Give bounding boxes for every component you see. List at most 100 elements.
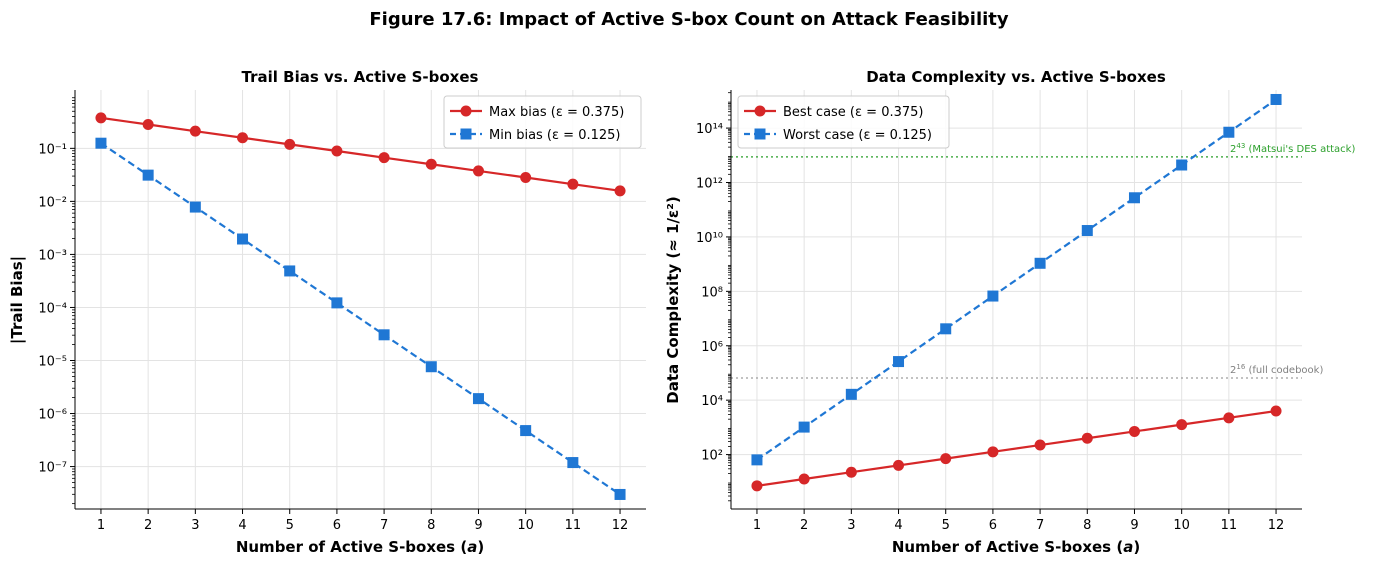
data-point-marker (614, 488, 626, 500)
x-tick-label: 11 (1221, 518, 1238, 533)
x-tick-label: 1 (753, 518, 761, 533)
y-tick-label: 10⁻¹ (38, 142, 67, 157)
data-point-marker (472, 165, 484, 177)
data-point-marker (940, 453, 952, 465)
bias-chart-xlabel-close: ) (477, 538, 484, 556)
complexity-chart: Data Complexity vs. Active S-boxes 243 (… (664, 68, 1355, 556)
y-tick-label: 10¹² (696, 177, 723, 192)
x-tick-label: 6 (333, 518, 341, 533)
data-point-marker (751, 454, 763, 466)
bias-chart-ticks: 1 2 3 4 5 6 7 8 9 10 11 1210⁻¹10⁻²10⁻³10⁻⁴10⁻⁵10⁻⁶1… (38, 97, 629, 533)
data-point-marker (189, 201, 201, 213)
bias-chart-xlabel-var: a (467, 538, 477, 556)
data-point-marker (845, 466, 857, 478)
y-tick-label: 10⁻² (38, 195, 67, 210)
x-tick-label: 4 (894, 518, 902, 533)
data-point-marker (1176, 159, 1188, 171)
reference-line-label-text: (Matsui's DES attack) (1245, 144, 1355, 155)
bias-chart-grid (75, 90, 646, 509)
complexity-chart-series (751, 93, 1282, 492)
x-tick-label: 8 (427, 518, 435, 533)
y-tick-label: 10⁻⁶ (38, 408, 67, 423)
complexity-chart-xlabel: Number of Active S-boxes (a) (892, 538, 1140, 556)
y-tick-label: 10⁻³ (38, 248, 67, 263)
data-point-marker (520, 425, 532, 437)
legend-box (443, 95, 642, 149)
data-point-marker (237, 233, 249, 245)
x-tick-label: 2 (144, 518, 152, 533)
complexity-chart-xlabel-text: Number of Active S-boxes ( (892, 538, 1123, 556)
figure-title: Figure 17.6: Impact of Active S-box Coun… (369, 9, 1009, 30)
x-tick-label: 2 (800, 518, 808, 533)
data-point-marker (284, 265, 296, 277)
data-point-marker (567, 457, 579, 469)
legend-marker-max-bias (460, 105, 472, 117)
data-point-marker (95, 112, 107, 124)
y-tick-label: 10⁶ (701, 340, 723, 355)
complexity-chart-legend: Best case (ε = 0.375) Worst case (ε = 0.… (737, 95, 950, 149)
data-point-marker (1034, 257, 1046, 269)
x-tick-label: 1 (97, 518, 105, 533)
data-point-marker (1034, 439, 1046, 451)
bias-chart-legend: Max bias (ε = 0.375) Min bias (ε = 0.125… (443, 95, 642, 149)
data-point-marker (845, 388, 857, 400)
complexity-chart-xlabel-var: a (1123, 538, 1133, 556)
x-tick-label: 5 (286, 518, 294, 533)
data-point-marker (237, 132, 249, 144)
data-point-marker (1223, 126, 1235, 138)
y-tick-label: 10⁸ (701, 285, 723, 300)
y-tick-label: 10⁻⁷ (38, 461, 67, 476)
bias-series-line-1 (100, 142, 621, 496)
data-point-marker (425, 158, 437, 170)
legend-marker-min-bias (460, 128, 472, 140)
data-point-marker (1223, 412, 1235, 424)
x-tick-label: 11 (565, 518, 582, 533)
reference-line-label: 243 (Matsui's DES attack) (1230, 142, 1355, 155)
x-tick-label: 12 (1268, 518, 1285, 533)
data-point-marker (331, 145, 343, 157)
data-point-marker (142, 119, 154, 131)
bias-chart-xlabel: Number of Active S-boxes (a) (236, 538, 484, 556)
legend-label-min-bias: Min bias (ε = 0.125) (489, 128, 620, 143)
data-point-marker (425, 361, 437, 373)
reference-line-label-base: 2 (1230, 144, 1236, 155)
x-tick-label: 7 (1036, 518, 1044, 533)
y-tick-label: 10¹⁰ (696, 231, 723, 246)
complexity-chart-ylabel: Data Complexity (≈ 1/ε²) (664, 196, 682, 403)
legend-label-max-bias: Max bias (ε = 0.375) (489, 105, 624, 120)
data-point-marker (987, 446, 999, 458)
y-tick-label: 10⁻⁴ (38, 301, 67, 316)
x-tick-label: 6 (989, 518, 997, 533)
y-tick-label: 10⁴ (701, 394, 723, 409)
x-tick-label: 9 (1130, 518, 1138, 533)
reference-line-label-exponent: 43 (1236, 142, 1245, 150)
x-tick-label: 10 (1173, 518, 1190, 533)
data-point-marker (614, 185, 626, 197)
x-tick-label: 12 (612, 518, 629, 533)
data-point-marker (751, 480, 763, 492)
complexity-chart-xlabel-close: ) (1133, 538, 1140, 556)
complexity-chart-title: Data Complexity vs. Active S-boxes (866, 68, 1166, 86)
data-point-marker (378, 329, 390, 341)
bias-chart-series (95, 112, 626, 500)
data-point-marker (1128, 192, 1140, 204)
x-tick-label: 3 (847, 518, 855, 533)
y-tick-label: 10¹⁴ (696, 122, 723, 137)
x-tick-label: 8 (1083, 518, 1091, 533)
y-tick-label: 10⁻⁵ (38, 354, 67, 369)
x-tick-label: 9 (474, 518, 482, 533)
reference-line-label-exponent: 16 (1236, 363, 1245, 371)
complexity-chart-reference-lines: 243 (Matsui's DES attack)216 (full codeb… (731, 142, 1355, 379)
legend-label-worst-case: Worst case (ε = 0.125) (783, 128, 932, 143)
data-point-marker (95, 137, 107, 149)
data-point-marker (987, 290, 999, 302)
complexity-chart-grid (731, 90, 1302, 509)
bias-series-line-0 (100, 116, 621, 192)
data-point-marker (798, 421, 810, 433)
x-tick-label: 3 (191, 518, 199, 533)
reference-line-label-base: 2 (1230, 365, 1236, 376)
reference-line-label-text: (full codebook) (1245, 365, 1323, 376)
data-point-marker (472, 393, 484, 405)
